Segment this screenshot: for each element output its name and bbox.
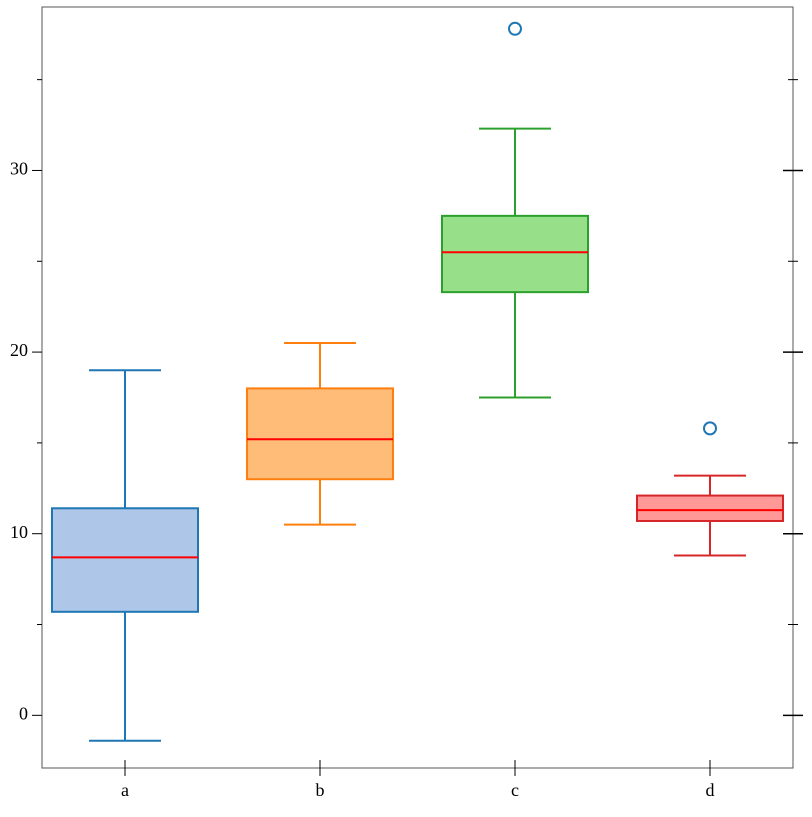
box bbox=[441, 214, 589, 294]
x-tick-label: c bbox=[511, 780, 519, 800]
x-tick-label: a bbox=[121, 780, 129, 800]
plot-frame bbox=[41, 6, 794, 769]
x-tick-label: b bbox=[316, 780, 325, 800]
outlier bbox=[508, 21, 522, 36]
y-tick-label: 0 bbox=[19, 703, 28, 723]
box bbox=[636, 494, 784, 522]
y-tick-label: 10 bbox=[10, 522, 28, 542]
y-tick-label: 30 bbox=[10, 159, 28, 179]
box bbox=[51, 507, 199, 613]
outlier bbox=[703, 421, 717, 436]
y-tick-label: 20 bbox=[10, 340, 28, 360]
x-tick-label: d bbox=[706, 780, 715, 800]
box bbox=[246, 387, 394, 481]
